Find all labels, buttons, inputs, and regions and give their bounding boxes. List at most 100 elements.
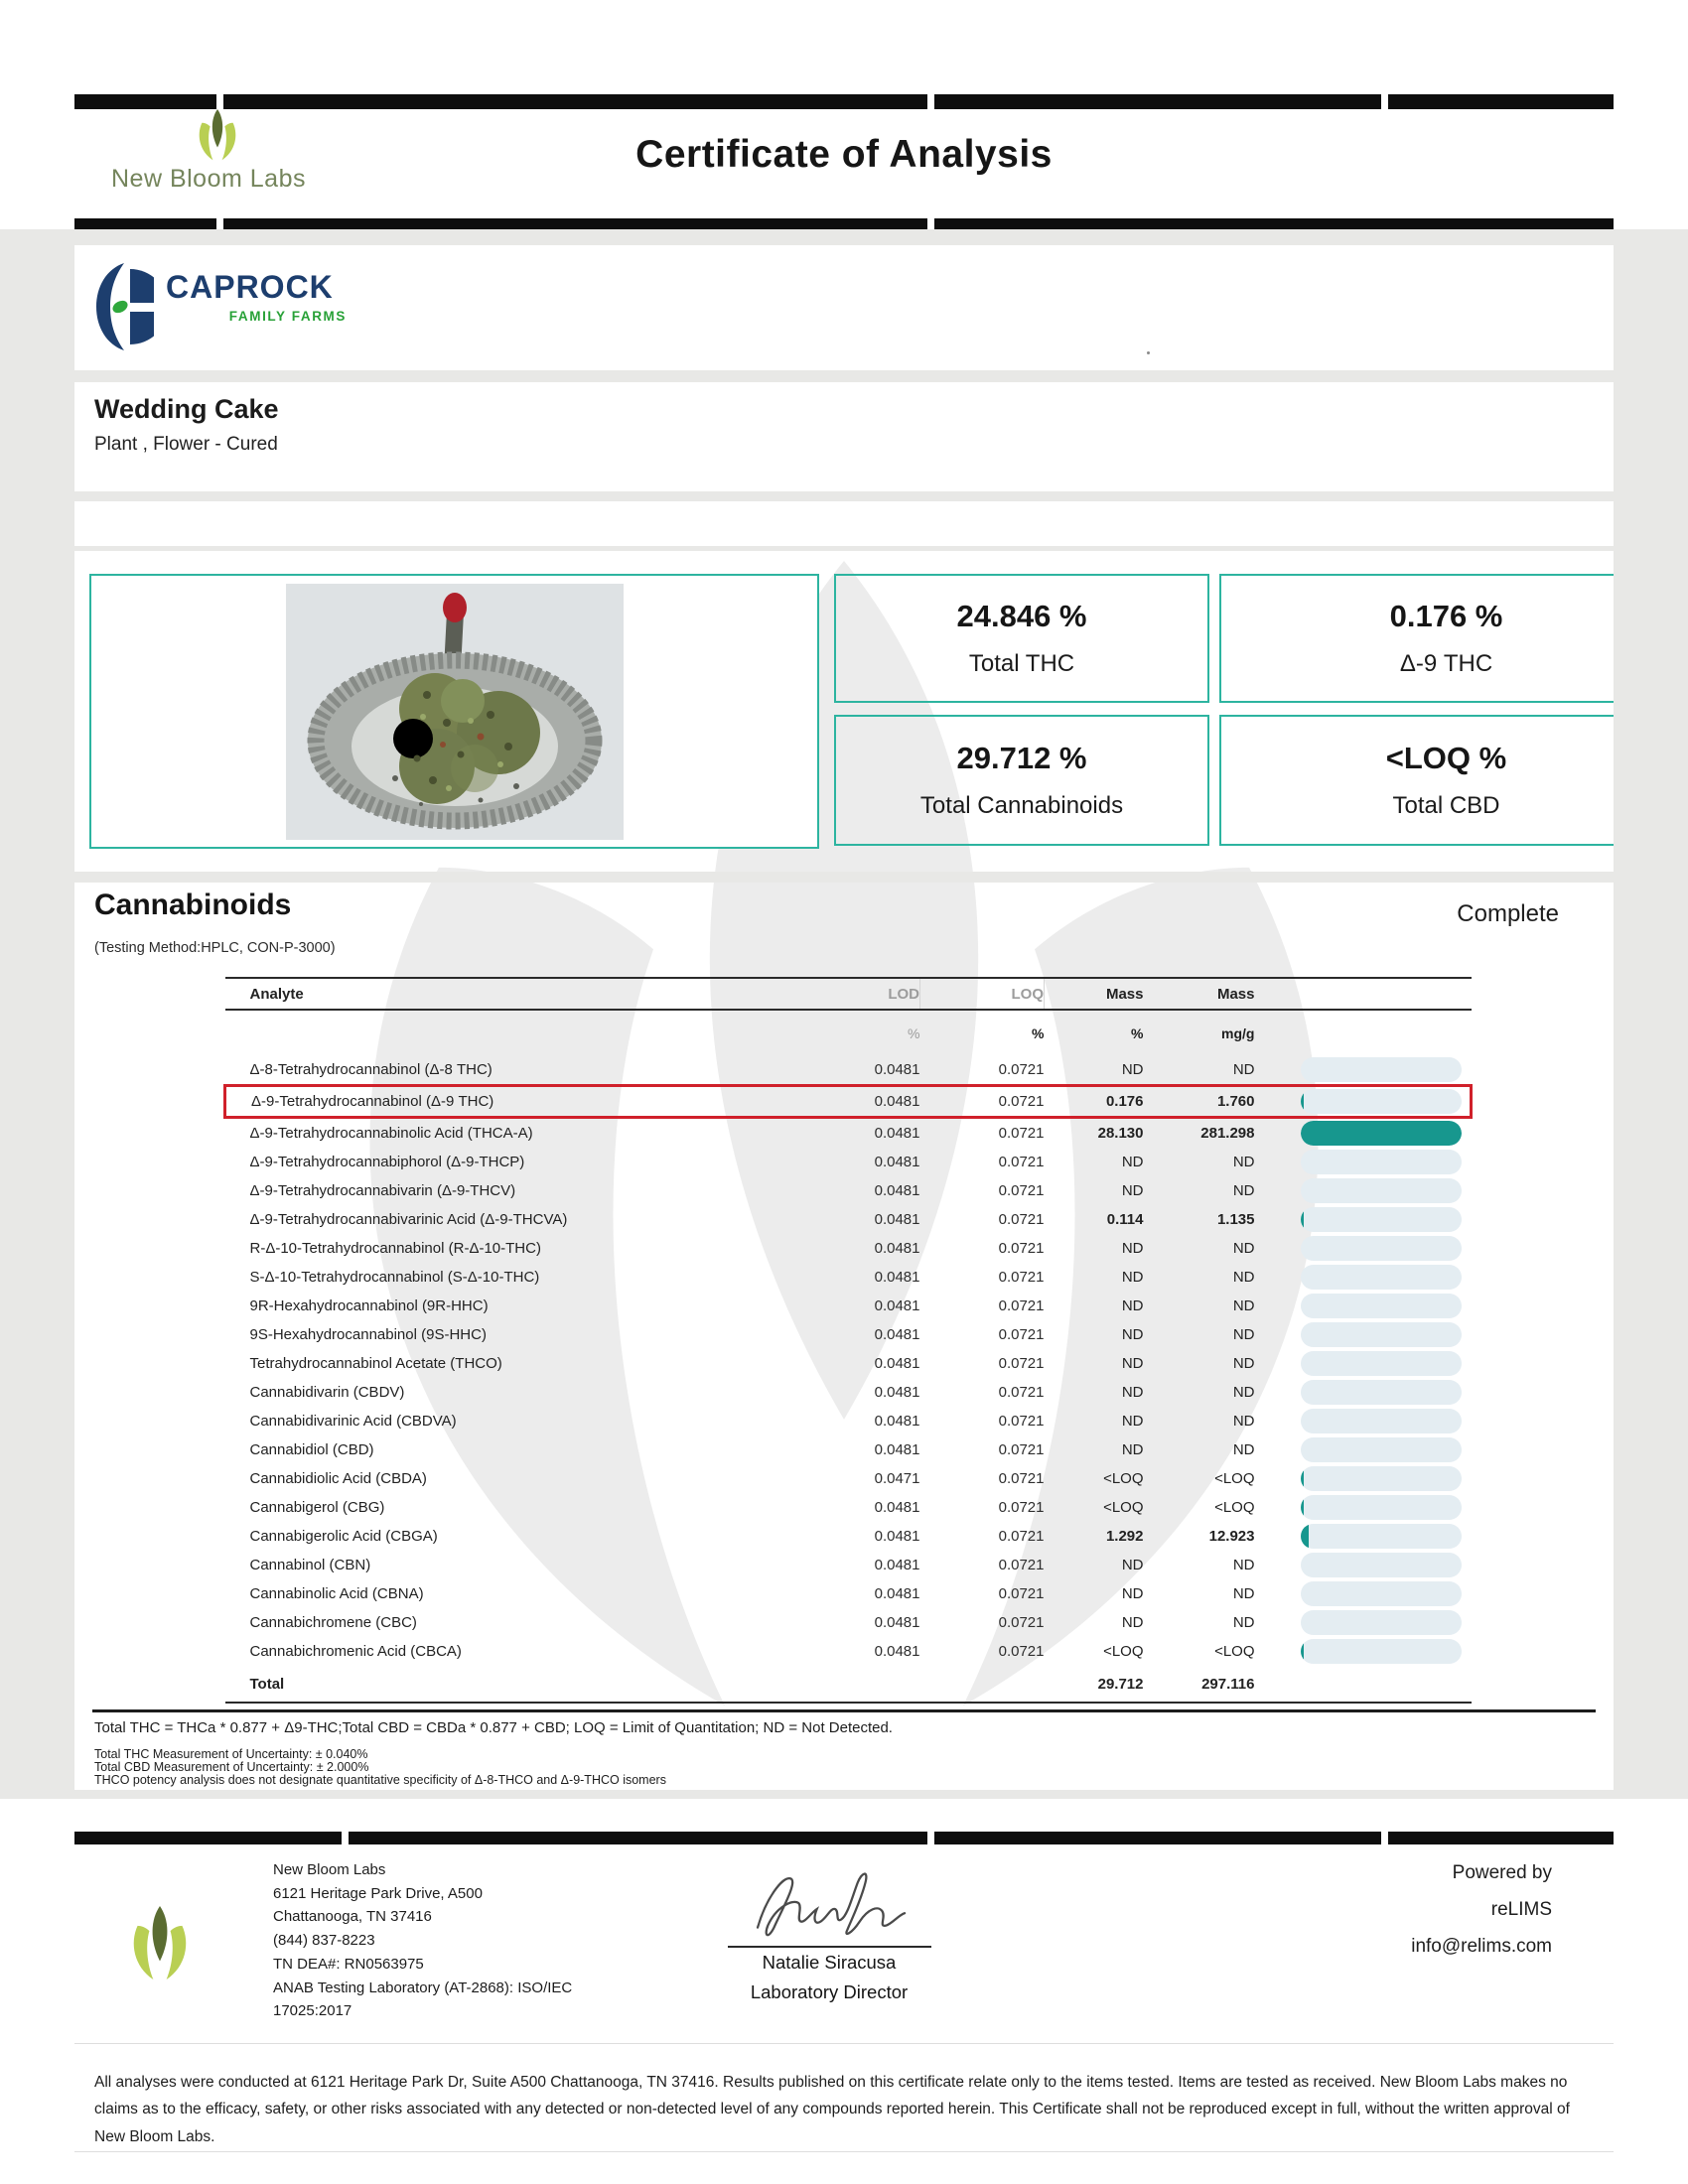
unit-lod: % <box>908 1024 920 1041</box>
lims-name: reLIMS <box>1490 1899 1552 1920</box>
footer: New Bloom Labs 6121 Heritage Park Drive,… <box>0 1799 1688 2184</box>
table-row: R-Δ-10-Tetrahydrocannabinol (R-Δ-10-THC)… <box>225 1234 1472 1263</box>
table-header-row: Analyte LOD LOQ Mass Mass <box>224 977 1472 1011</box>
stat-label: Total Cannabinoids <box>919 792 1124 819</box>
lab-name-label: New Bloom Labs <box>111 165 306 193</box>
client-brand-label: CAPROCK <box>166 269 334 305</box>
signature-line <box>728 1946 931 1948</box>
unit-loq: % <box>1032 1024 1045 1041</box>
uncertainty-thc-note: Total THC Measurement of Uncertainty: ± … <box>94 1747 368 1761</box>
col-loq: LOQ <box>919 977 1045 1011</box>
mass-bar <box>1255 1234 1472 1263</box>
address-line: ANAB Testing Laboratory (AT-2868): ISO/I… <box>273 1979 573 1996</box>
mass-bar <box>1255 1464 1472 1493</box>
table-row: Cannabichromenic Acid (CBCA) 0.0481 0.0721… <box>225 1637 1472 1666</box>
mass-bar <box>1254 1084 1473 1119</box>
footer-divider-bar <box>74 1832 1614 1844</box>
sample-type: Plant , Flower - Cured <box>94 434 278 455</box>
table-row: Cannabidiolic Acid (CBDA) 0.0471 0.0721 <LO… <box>225 1464 1472 1493</box>
mass-bar <box>1255 1378 1472 1407</box>
table-row: Δ-9-Tetrahydrocannabiphorol (Δ-9-THCP) 0.… <box>225 1148 1472 1176</box>
uncertainty-cbd-note: Total CBD Measurement of Uncertainty: ± … <box>94 1760 369 1774</box>
mass-bar <box>1255 1522 1472 1551</box>
top-divider-bar <box>74 94 1614 109</box>
mass-bar <box>1255 1176 1472 1205</box>
table-row: Cannabigerolic Acid (CBGA) 0.0481 0.0721 1.… <box>225 1522 1472 1551</box>
sample-photo <box>286 584 624 840</box>
stat-total-cannabinoids: 29.712 % Total Cannabinoids <box>834 715 1209 846</box>
footnote-rule <box>92 1709 1596 1712</box>
address-line: 6121 Heritage Park Drive, A500 <box>273 1884 483 1902</box>
stat-label: Δ-9 THC <box>1399 650 1493 677</box>
signatory-title: Laboratory Director <box>750 1981 909 2002</box>
stat-total-cbd: <LOQ % Total CBD <box>1219 715 1614 846</box>
cannabinoids-panel: Cannabinoids Complete (Testing Method:HP… <box>74 883 1614 1790</box>
table-row: Cannabinol (CBN) 0.0481 0.0721 ND ND <box>225 1551 1472 1579</box>
address-line: 17025:2017 <box>273 2002 352 2020</box>
sample-photo-box <box>89 574 819 849</box>
col-lod: LOD <box>696 977 920 1011</box>
mass-bar <box>1255 1407 1472 1435</box>
stat-value: 29.712 % <box>956 741 1087 775</box>
table-row: Cannabidivarin (CBDV) 0.0481 0.0721 ND ND <box>225 1378 1472 1407</box>
table-row: Cannabidivarinic Acid (CBDVA) 0.0481 0.072… <box>225 1407 1472 1435</box>
header-band: New Bloom Labs Certificate of Analysis <box>0 0 1688 229</box>
table-row: S-Δ-10-Tetrahydrocannabinol (S-Δ-10-THC)… <box>225 1263 1472 1292</box>
disclaimer-divider-top <box>74 2043 1614 2044</box>
spacer-panel <box>74 501 1614 546</box>
client-panel: CAPROCK FAMILY FARMS <box>74 245 1614 370</box>
table-row: Δ-9-Tetrahydrocannabinolic Acid (THCA-A)… <box>225 1118 1472 1149</box>
sample-name: Wedding Cake <box>94 394 279 424</box>
section-status: Complete <box>1457 900 1559 927</box>
stat-value: <LOQ % <box>1385 741 1507 775</box>
mass-bar <box>1255 1205 1472 1234</box>
signatory-name: Natalie Siracusa <box>762 1952 897 1973</box>
cannabinoids-table: Analyte LOD LOQ Mass Mass % % % <box>223 977 1473 1704</box>
lab-address-block: New Bloom Labs 6121 Heritage Park Drive,… <box>273 1858 572 2023</box>
address-line: Chattanooga, TN 37416 <box>273 1908 432 1926</box>
testing-method: (Testing Method:HPLC, CON-P-3000) <box>94 940 336 956</box>
second-divider-bar <box>74 218 1614 229</box>
signature-image <box>756 1872 907 1937</box>
mass-bar <box>1255 1263 1472 1292</box>
client-brand-sub-label: FAMILY FARMS <box>228 309 347 324</box>
new-bloom-logo-icon <box>195 109 240 163</box>
cannabinoids-table-body: Δ-8-Tetrahydrocannabinol (Δ-8 THC) 0.0481… <box>223 1055 1473 1704</box>
mass-bar <box>1255 1551 1472 1579</box>
col-analyte: Analyte <box>224 977 697 1011</box>
table-row: Cannabidiol (CBD) 0.0481 0.0721 ND ND <box>225 1435 1472 1464</box>
mass-bar <box>1255 1493 1472 1522</box>
summary-panel: 24.846 % Total THC 0.176 % Δ-9 THC 29.71… <box>74 551 1614 872</box>
table-row: Cannabichromene (CBC) 0.0481 0.0721 ND ND <box>225 1608 1472 1637</box>
table-row: Cannabigerol (CBG) 0.0481 0.0721 <LOQ <LOQ <box>225 1493 1472 1522</box>
table-row: Δ-9-Tetrahydrocannabivarin (Δ-9-THCV) 0.0… <box>225 1176 1472 1205</box>
stat-total-thc: 24.846 % Total THC <box>834 574 1209 703</box>
mass-bar <box>1255 1579 1472 1608</box>
powered-by-label: Powered by <box>1452 1862 1552 1883</box>
thco-note: THCO potency analysis does not designate… <box>94 1773 666 1787</box>
table-row: 9R-Hexahydrocannabinol (9R-HHC) 0.0481 0.0… <box>225 1292 1472 1320</box>
mass-bar <box>1255 1349 1472 1378</box>
stat-d9-thc: 0.176 % Δ-9 THC <box>1219 574 1614 703</box>
section-title: Cannabinoids <box>94 888 292 921</box>
sample-panel: Wedding Cake Plant , Flower - Cured <box>74 382 1614 491</box>
new-bloom-logo-icon <box>127 1906 193 1983</box>
stat-label: Total THC <box>968 650 1075 677</box>
unit-mass-pct: % <box>1131 1024 1144 1041</box>
formula-note: Total THC = THCa * 0.877 + Δ9-THC;Total … <box>94 1719 893 1736</box>
mass-bar <box>1255 1608 1472 1637</box>
mass-bar <box>1255 1118 1472 1149</box>
table-row: Δ-9-Tetrahydrocannabinol (Δ-9 THC) 0.0481… <box>223 1084 1473 1119</box>
address-line: TN DEA#: RN0563975 <box>273 1955 424 1973</box>
page-title: Certificate of Analysis <box>635 133 1053 176</box>
table-row: 9S-Hexahydrocannabinol (9S-HHC) 0.0481 0.0… <box>225 1320 1472 1349</box>
disclaimer-divider-bottom <box>74 2151 1614 2152</box>
caprock-logo-icon <box>96 263 154 350</box>
table-units-row: % % % mg/g <box>225 1010 1472 1055</box>
mass-bar <box>1255 1148 1472 1176</box>
table-row: Δ-8-Tetrahydrocannabinol (Δ-8 THC) 0.0481… <box>225 1055 1472 1086</box>
stat-label: Total CBD <box>1392 792 1500 819</box>
mass-bar <box>1255 1435 1472 1464</box>
unit-mass-mgg: mg/g <box>1221 1024 1255 1041</box>
